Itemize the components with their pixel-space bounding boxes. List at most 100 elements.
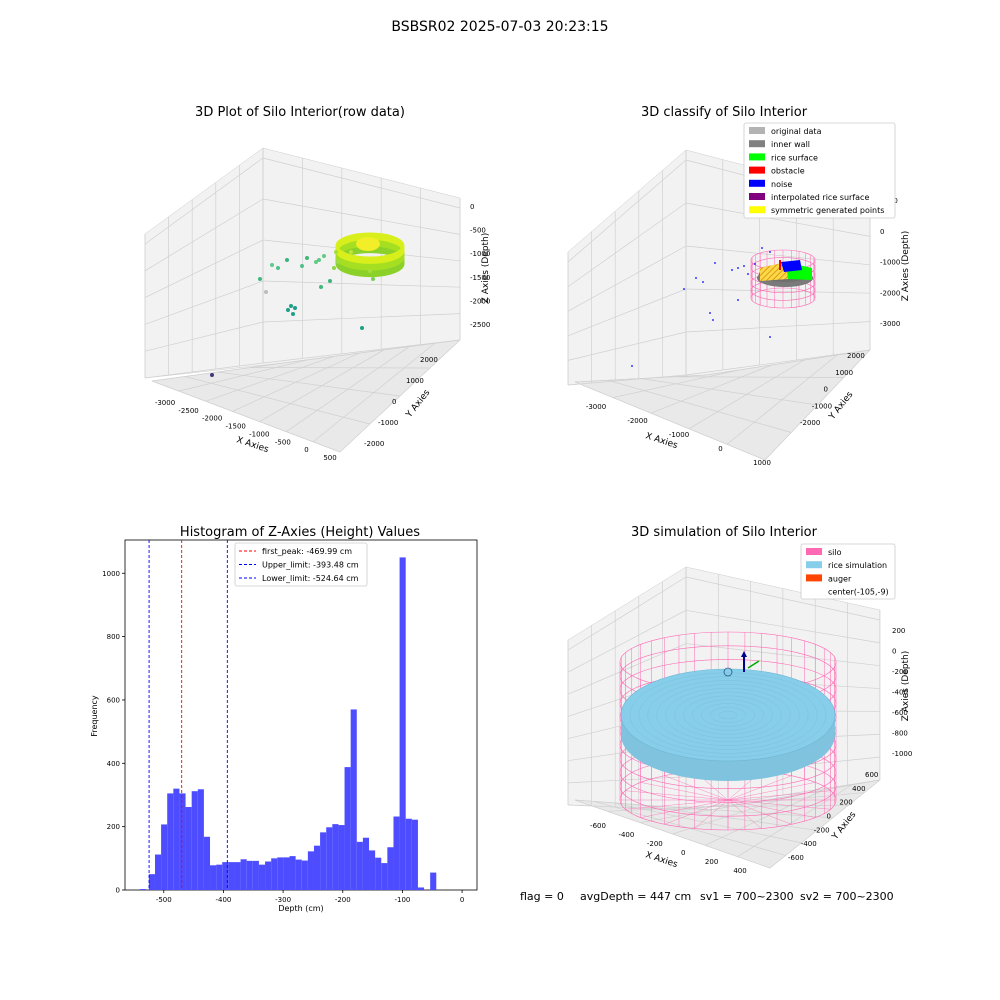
z-tick-label: -200	[892, 668, 908, 676]
histogram-bar	[344, 767, 351, 890]
gridline	[607, 379, 792, 433]
z-tick-label: -2000	[470, 297, 490, 305]
legend-swatch	[749, 206, 765, 214]
legend-label: obstacle	[771, 167, 805, 176]
y-tick-label: 600	[107, 696, 120, 704]
rice-ring-layer	[335, 232, 405, 260]
noise-point	[769, 336, 771, 338]
noise-point	[709, 312, 711, 314]
x-tick-label: -600	[590, 822, 606, 830]
gridline	[262, 198, 461, 235]
legend-frame	[800, 543, 896, 600]
histogram-bar	[203, 836, 211, 890]
rice-mesh-ring	[665, 687, 791, 743]
histogram-bar	[417, 887, 425, 890]
histogram-bar	[320, 832, 327, 890]
y-tick-label: 0	[116, 887, 120, 895]
scatter-point	[371, 277, 375, 281]
x-tick-label: -3000	[155, 399, 175, 407]
gridline	[685, 576, 881, 621]
histogram-bar	[210, 865, 217, 890]
histogram-bar	[246, 860, 253, 890]
gridline	[144, 239, 264, 298]
gridline	[640, 378, 818, 406]
panel4-zlabel: Z Axies (Depth)	[901, 651, 911, 722]
rice-mesh-ring	[718, 710, 738, 720]
z-tick-label: 0	[892, 648, 896, 656]
silo-wire-spoke	[727, 790, 831, 801]
gridline	[567, 331, 687, 361]
histogram-bar	[399, 557, 406, 890]
gridline	[217, 371, 401, 397]
gridline	[262, 339, 461, 364]
legend-label: Lower_limit: -524.64 cm	[262, 574, 359, 583]
y-tick-label: -2000	[800, 419, 820, 427]
y-tick-label: -600	[788, 854, 804, 862]
panel1-zlabel: Z Axies (Depth)	[481, 233, 491, 304]
scatter-point	[322, 254, 326, 258]
panel1-3d-plot: -3000-2500-2000-1500-1000-5000500-2000-1…	[144, 147, 491, 462]
legend-label: auger	[828, 574, 852, 583]
gridline	[250, 367, 431, 369]
x-tick-label: 0	[460, 896, 464, 904]
footer-sv2: sv2 = 700~2300	[800, 890, 894, 903]
scatter-point	[276, 266, 280, 270]
histogram-bar	[295, 859, 302, 890]
gridline	[262, 157, 461, 209]
x-tick-label: -500	[275, 438, 291, 446]
gridline	[574, 799, 771, 869]
histogram-bar	[271, 858, 278, 890]
x-tick-label: -2000	[202, 415, 222, 423]
histogram-bar	[185, 807, 192, 890]
histogram-bar	[179, 793, 186, 890]
z-tick-label: -1000	[470, 250, 490, 258]
histogram-legend: first_peak: -469.99 cm Upper_limit: -393.…	[234, 542, 368, 587]
panel1-data-marks	[210, 232, 405, 377]
histogram-bar	[332, 824, 339, 890]
scatter-point	[332, 266, 336, 270]
z-tick-label: 0	[880, 228, 884, 236]
footer-avg-depth: avgDepth = 447 cm	[580, 890, 691, 903]
histogram-bar	[234, 862, 241, 890]
panel2-3d-plot: -3000-2000-100001000-2000-10000100020001…	[567, 122, 911, 467]
histogram-bar	[301, 860, 308, 890]
silo-wire-spoke	[727, 775, 792, 801]
rice-mesh-ring	[674, 691, 782, 739]
y-tick-label: -1000	[812, 402, 832, 410]
histogram-bar	[277, 857, 284, 890]
rice-mesh-ring	[692, 699, 764, 731]
x-tick-label: -200	[335, 896, 351, 904]
noise-point	[683, 288, 685, 290]
y-tick-label: 1000	[406, 377, 424, 385]
y-tick-label: -400	[801, 840, 817, 848]
panel3-title: Histogram of Z-Axies (Height) Values	[180, 525, 420, 540]
legend-swatch	[749, 193, 765, 200]
rice-mesh-ring	[638, 676, 818, 754]
histogram-bar	[356, 841, 363, 890]
histogram-bar	[338, 825, 345, 890]
y-tick-label: 800	[107, 633, 120, 641]
gridline	[567, 576, 687, 651]
noise-point	[695, 277, 697, 279]
panel3-histogram: -500 -400 -300 -200 -100 0 0 200 400 600 800 1000 D…	[90, 539, 478, 913]
gridline	[567, 643, 687, 695]
noise-point	[754, 263, 756, 265]
scatter-point	[317, 258, 321, 262]
panel2-gridlines	[567, 150, 871, 461]
panel2-title: 3D classify of Silo Interior	[641, 105, 808, 120]
scatter-point	[289, 304, 293, 308]
legend-frame	[743, 122, 896, 219]
scatter-point	[300, 264, 304, 268]
rice-mesh-ring	[709, 707, 747, 723]
gridline	[567, 374, 687, 386]
gridline	[685, 349, 871, 376]
y-tick-label: 600	[865, 771, 878, 779]
x-tick-label: 1000	[753, 459, 771, 467]
legend-label: inner wall	[771, 140, 810, 149]
gridline	[632, 803, 818, 831]
panel2-legend: original data inner wall rice surface obsta…	[743, 122, 896, 219]
x-tick-label: 0	[681, 849, 685, 857]
gridline	[574, 381, 766, 461]
histogram-bar	[265, 861, 272, 890]
x-tick-label: -2000	[627, 417, 647, 425]
